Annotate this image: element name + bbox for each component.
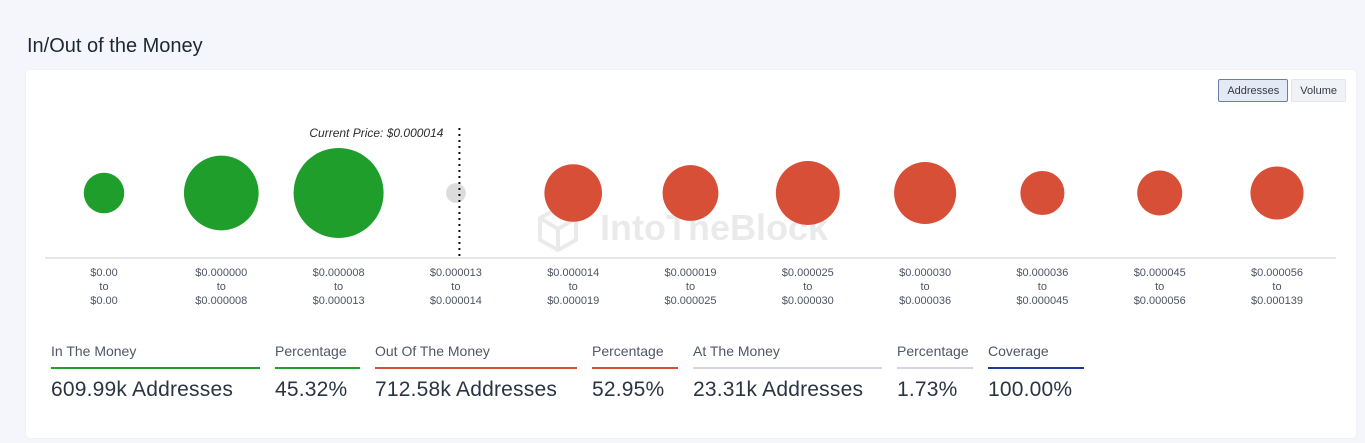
stat-in-percentage: Percentage 45.32% xyxy=(275,343,360,402)
tick-label-joiner: to xyxy=(1155,281,1164,293)
tick-label: $0.000036 xyxy=(1016,267,1068,279)
bubble-out[interactable] xyxy=(662,165,719,221)
stat-out-of-the-money: Out Of The Money 712.58k Addresses xyxy=(375,343,577,402)
stat-value: 609.99k Addresses xyxy=(51,378,234,401)
stat-value: 52.95% xyxy=(592,378,665,401)
tick-label-joiner: to xyxy=(569,281,578,293)
stat-value: 1.73% xyxy=(897,378,958,401)
tick-label: $0.000030 xyxy=(782,295,834,307)
stat-label: Percentage xyxy=(275,343,360,369)
tick-label: $0.000014 xyxy=(430,295,482,307)
tick-label-joiner: to xyxy=(1038,281,1047,293)
tick-label: $0.000056 xyxy=(1251,267,1303,279)
stat-label: Coverage xyxy=(988,343,1084,369)
tick-label: $0.00 xyxy=(90,295,118,307)
page-title: In/Out of the Money xyxy=(27,35,203,58)
stat-coverage: Coverage 100.00% xyxy=(988,343,1084,402)
current-price-label: Current Price: $0.000014 xyxy=(309,126,443,140)
tick-label: $0.000056 xyxy=(1134,295,1186,307)
tick-label: $0.000019 xyxy=(665,267,717,279)
tick-label-joiner: to xyxy=(921,281,930,293)
addresses-toggle-button[interactable]: Addresses xyxy=(1218,79,1289,102)
tick-label: $0.000045 xyxy=(1134,267,1186,279)
tick-label: $0.000045 xyxy=(1016,295,1068,307)
tick-label-joiner: to xyxy=(451,281,460,293)
tick-label: $0.00 xyxy=(90,267,118,279)
tick-label: $0.000014 xyxy=(547,267,599,279)
metric-toggle-group: Addresses Volume xyxy=(1218,79,1346,102)
volume-toggle-button[interactable]: Volume xyxy=(1291,79,1346,102)
tick-label: $0.000025 xyxy=(782,267,834,279)
tick-label: $0.000139 xyxy=(1251,295,1303,307)
bubble-in[interactable] xyxy=(183,155,259,231)
stat-label: Percentage xyxy=(897,343,973,369)
bubble-out[interactable] xyxy=(1020,170,1065,216)
tick-label-joiner: to xyxy=(334,281,343,293)
tick-label: $0.000036 xyxy=(899,295,951,307)
stat-value: 45.32% xyxy=(275,378,348,401)
bubble-at[interactable] xyxy=(446,183,466,203)
stat-at-percentage: Percentage 1.73% xyxy=(897,343,973,402)
tick-label: $0.000019 xyxy=(547,295,599,307)
in-out-money-card: Addresses Volume IntoTheBlock $0.00 to $0.… xyxy=(26,70,1356,438)
stat-label: Out Of The Money xyxy=(375,343,577,369)
bubble-out[interactable] xyxy=(775,161,840,225)
bubble-in[interactable] xyxy=(293,148,384,238)
bubble-out[interactable] xyxy=(1250,166,1304,220)
tick-label: $0.000025 xyxy=(665,295,717,307)
bubble-in[interactable] xyxy=(83,172,125,214)
bubble-out[interactable] xyxy=(544,164,602,222)
stat-label: Percentage xyxy=(592,343,678,369)
tick-label: $0.000008 xyxy=(313,267,365,279)
tick-label-joiner: to xyxy=(217,281,226,293)
stat-value: 100.00% xyxy=(988,378,1073,401)
tick-label: $0.000013 xyxy=(313,295,365,307)
tick-label: $0.000000 xyxy=(195,267,247,279)
tick-label: $0.000008 xyxy=(195,295,247,307)
in-out-money-chart: IntoTheBlock $0.00to$0.00$0.000000to$0.0… xyxy=(45,126,1336,307)
tick-label-joiner: to xyxy=(803,281,812,293)
stat-label: At The Money xyxy=(693,343,882,369)
stat-value: 712.58k Addresses xyxy=(375,378,558,401)
tick-label: $0.000013 xyxy=(430,267,482,279)
tick-label-joiner: to xyxy=(1272,281,1281,293)
stat-out-percentage: Percentage 52.95% xyxy=(592,343,678,402)
stat-value: 23.31k Addresses xyxy=(693,378,864,401)
tick-label-joiner: to xyxy=(686,281,695,293)
bubble-out[interactable] xyxy=(894,161,957,225)
tick-label-joiner: to xyxy=(99,281,108,293)
stat-label: In The Money xyxy=(51,343,260,369)
tick-label: $0.000030 xyxy=(899,267,951,279)
stat-in-the-money: In The Money 609.99k Addresses xyxy=(51,343,260,402)
bubble-out[interactable] xyxy=(1137,170,1183,216)
stat-at-the-money: At The Money 23.31k Addresses xyxy=(693,343,882,402)
